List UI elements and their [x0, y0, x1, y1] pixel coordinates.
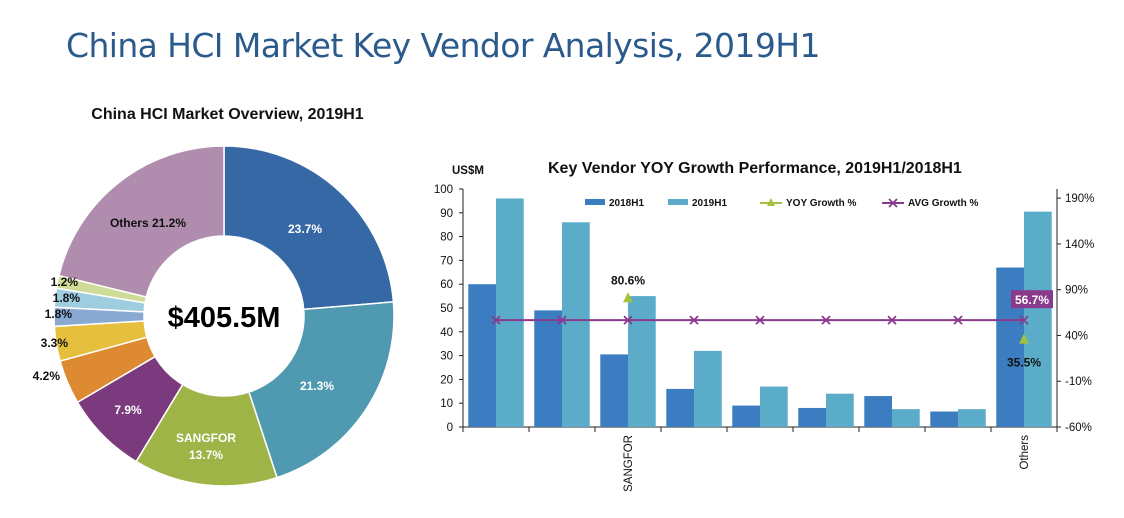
bar-axes: 0 10 20 30 40 50 60 70 80 90 100 -60% -10% 40% 90% 140%… — [434, 184, 1095, 492]
pie-slice-label: 1.2% — [51, 275, 79, 289]
bar-2019h1 — [826, 393, 854, 427]
pie-chart-title: China HCI Market Overview, 2019H1 — [91, 106, 364, 123]
x-tick-label: SANGFOR — [623, 435, 635, 492]
bar-2019h1 — [892, 409, 920, 427]
y-tick-label: 50 — [440, 303, 453, 315]
y-tick-label: 10 — [440, 398, 453, 410]
pie-slice-label: 23.7% — [288, 222, 322, 236]
bar-2019h1 — [562, 222, 590, 427]
bar-2019h1 — [628, 296, 656, 427]
bar-2019h1 — [760, 386, 788, 427]
avg-growth-marker — [689, 315, 699, 325]
legend-label: 2019H1 — [692, 198, 727, 209]
bar-2019h1 — [694, 350, 722, 427]
legend-label: 2018H1 — [609, 198, 644, 209]
bar-2018h1 — [930, 411, 958, 427]
pie-slice-label: 21.3% — [300, 379, 334, 393]
avg-growth-marker — [557, 315, 567, 325]
pie-slice-label: 13.7% — [189, 448, 223, 462]
legend-label: YOY Growth % — [786, 198, 856, 209]
legend-yoy-marker — [767, 198, 775, 206]
y-tick-label: 20 — [440, 374, 453, 386]
y2-tick-label: -10% — [1065, 376, 1092, 388]
pie-slice-label: 7.9% — [114, 403, 142, 417]
bar-2018h1 — [468, 284, 496, 427]
pie-slices — [53, 145, 395, 487]
y-tick-label: 90 — [440, 208, 453, 220]
y-tick-label: 60 — [440, 279, 453, 291]
donut-hole — [144, 236, 304, 396]
page-title: China HCI Market Key Vendor Analysis, 20… — [66, 26, 820, 65]
y2-tick-label: 190% — [1065, 193, 1094, 205]
pie-slice-label: 1.8% — [53, 291, 81, 305]
y-tick-label: 100 — [434, 184, 453, 196]
y-tick-label: 0 — [447, 422, 453, 434]
y-tick-label: 70 — [440, 255, 453, 267]
legend-avg-marker — [888, 198, 898, 208]
pie-labels: 23.7% 21.3% SANGFOR 13.7% 7.9% 4.2% 3.3% 1.8% 1.… — [33, 216, 335, 462]
bar-2018h1 — [666, 388, 694, 427]
avg-growth-marker — [623, 315, 633, 325]
legend-swatch-2018h1 — [585, 199, 605, 205]
bar-2019h1 — [496, 198, 524, 427]
avg-growth-marker — [1019, 315, 1029, 325]
growth-lines: 56.7% 80.6% 35.5% — [491, 273, 1053, 370]
yoy-growth-marker — [623, 292, 633, 303]
pie-slice-label: 4.2% — [33, 369, 61, 383]
x-tick-label: Others — [1019, 435, 1031, 470]
bar-2018h1 — [798, 407, 826, 427]
yoy-growth-label: 35.5% — [1007, 356, 1041, 370]
avg-growth-label: 56.7% — [1015, 293, 1049, 307]
bar-2019h1 — [958, 409, 986, 427]
legend-label: AVG Growth % — [908, 198, 978, 209]
bar-2018h1 — [864, 396, 892, 427]
bar-2018h1 — [600, 354, 628, 427]
bar-2019h1 — [1024, 211, 1052, 427]
avg-growth-badge — [1011, 290, 1053, 309]
y2-tick-label: 140% — [1065, 239, 1094, 251]
y-axis-label: US$M — [452, 165, 484, 177]
avg-growth-marker — [755, 315, 765, 325]
y2-tick-label: 90% — [1065, 285, 1088, 297]
avg-growth-marker — [953, 315, 963, 325]
avg-growth-marker — [887, 315, 897, 325]
y-tick-label: 80 — [440, 232, 453, 244]
yoy-growth-label: 80.6% — [611, 273, 645, 287]
avg-growth-marker — [821, 315, 831, 325]
bar-chart-title: Key Vendor YOY Growth Performance, 2019H… — [548, 160, 962, 177]
pie-center-total: $405.5M — [168, 302, 281, 334]
bar-2018h1 — [534, 310, 562, 427]
pie-slice-label: 1.8% — [45, 307, 73, 321]
yoy-growth-marker — [1019, 333, 1029, 344]
y2-tick-label: -60% — [1065, 422, 1092, 434]
y-tick-label: 30 — [440, 351, 453, 363]
avg-growth-marker — [491, 315, 501, 325]
pie-slice-label: 3.3% — [41, 336, 69, 350]
y2-tick-label: 40% — [1065, 330, 1088, 342]
legend: 2018H1 2019H1 YOY Growth % AVG Growth % — [585, 198, 978, 209]
pie-slice-label: Others 21.2% — [110, 216, 186, 230]
bar-2018h1 — [732, 405, 760, 427]
pie-slice-name: SANGFOR — [176, 431, 236, 445]
bars — [468, 198, 1052, 427]
y-tick-label: 40 — [440, 327, 453, 339]
legend-swatch-2019h1 — [668, 199, 688, 205]
